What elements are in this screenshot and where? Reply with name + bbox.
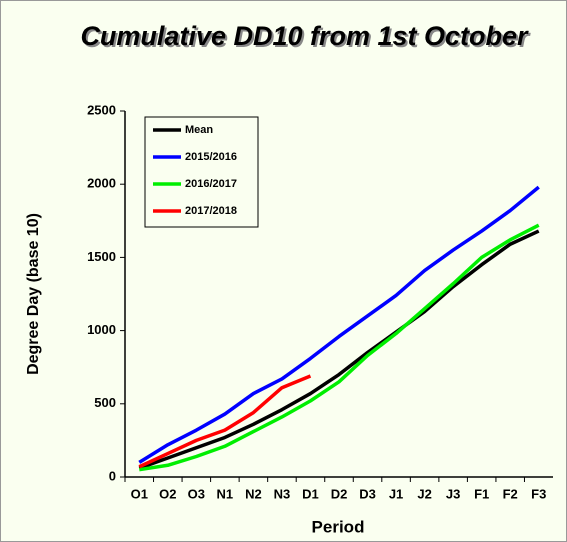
y-tick-label: 0 (109, 468, 116, 483)
series-line (138, 229, 540, 470)
chart-title: Cumulative DD10 from 1st October (80, 21, 529, 51)
legend-label: Mean (185, 124, 213, 136)
y-tick-label: 2500 (87, 102, 116, 117)
legend-box (144, 116, 259, 228)
x-tick-label: F2 (503, 486, 518, 501)
series-line (139, 223, 540, 472)
x-tick-label: N3 (274, 486, 291, 501)
legend-label: 2017/2018 (185, 205, 237, 217)
series-line (138, 374, 312, 469)
x-tick-label: N1 (217, 486, 234, 501)
x-tick-label: D1 (302, 486, 319, 501)
title-shadow: Cumulative DD10 from 1st October (82, 23, 531, 53)
x-tick-label: O3 (188, 486, 205, 501)
x-tick-label: F3 (531, 486, 546, 501)
legend-label: 2015/2016 (185, 151, 237, 163)
y-axis-label: Degree Day (base 10) (25, 213, 42, 375)
x-tick-label: J3 (446, 486, 460, 501)
y-tick-label: 2000 (87, 176, 116, 191)
y-tick-label: 500 (94, 395, 116, 410)
x-tick-label: J2 (417, 486, 431, 501)
x-axis-label: Period (312, 517, 365, 536)
x-tick-label: O2 (159, 486, 176, 501)
y-tick-label: 1000 (87, 322, 116, 337)
y-tick-label: 1500 (87, 249, 116, 264)
x-tick-label: F1 (474, 486, 489, 501)
legend-label: 2016/2017 (185, 178, 237, 190)
series-line (138, 185, 540, 464)
x-tick-label: D2 (331, 486, 348, 501)
x-tick-label: D3 (359, 486, 376, 501)
x-tick-label: N2 (245, 486, 262, 501)
x-tick-label: O1 (131, 486, 148, 501)
x-tick-label: J1 (389, 486, 403, 501)
